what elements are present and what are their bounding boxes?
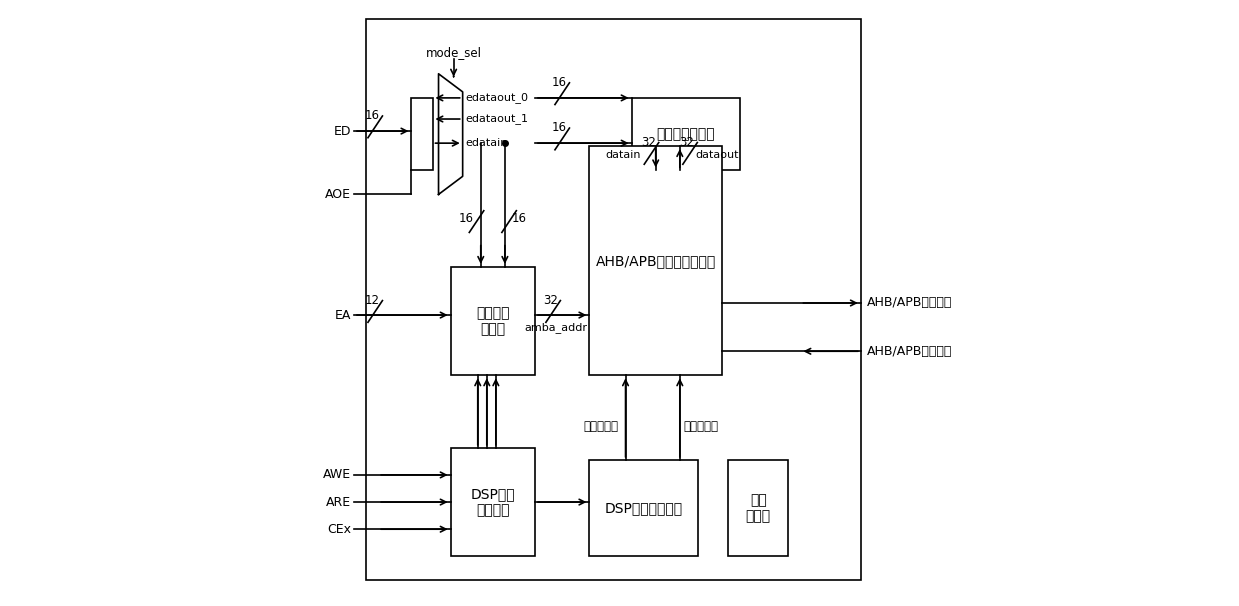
Text: DSP操作检测逻辑: DSP操作检测逻辑 [605,501,683,515]
Bar [632,98,740,170]
Text: ED: ED [333,125,351,138]
Text: AHB/APB从机输出: AHB/APB从机输出 [867,345,953,358]
Text: 12: 12 [364,295,379,307]
Text: mode_sel: mode_sel [426,46,482,59]
Text: edatain: edatain [466,138,508,148]
Text: AHB/APB从机输入: AHB/APB从机输入 [867,296,953,310]
Text: datain: datain [605,150,641,160]
Bar [729,460,788,556]
Text: AHB/APB时序生成状态机: AHB/APB时序生成状态机 [596,254,716,268]
Text: EA: EA [335,308,351,322]
Text: 32: 32 [641,136,655,149]
Text: 16: 16 [458,212,473,225]
Text: DSP信号
同步逻辑: DSP信号 同步逻辑 [471,487,515,517]
Text: CEx: CEx [327,523,351,536]
Text: 16: 16 [551,76,566,89]
Text: amba_addr: amba_addr [524,322,587,333]
Bar [590,460,698,556]
Text: 读操作有效: 读操作有效 [584,420,620,433]
Text: edataout_1: edataout_1 [466,113,529,124]
Text: 写操作有效: 写操作有效 [684,420,719,433]
Text: edataout_0: edataout_0 [466,93,529,104]
Text: dataout: dataout [695,150,738,160]
Text: AOE: AOE [325,188,351,201]
Text: 地址映射
控制器: 地址映射 控制器 [476,306,509,336]
Bar [451,448,535,556]
Text: 16: 16 [364,109,379,122]
Bar [451,267,535,375]
Text: AWE: AWE [323,468,351,481]
Text: ARE: ARE [326,496,351,508]
Bar [411,98,432,170]
Text: 16: 16 [512,212,527,225]
Text: 32: 32 [680,136,695,149]
Text: 16: 16 [551,121,566,134]
Text: 配置
寄存器: 配置 寄存器 [746,493,771,523]
Text: 数据位宽匹配器: 数据位宽匹配器 [657,127,715,141]
Bar [367,19,861,581]
Text: 32: 32 [543,295,558,307]
Bar [590,146,722,375]
